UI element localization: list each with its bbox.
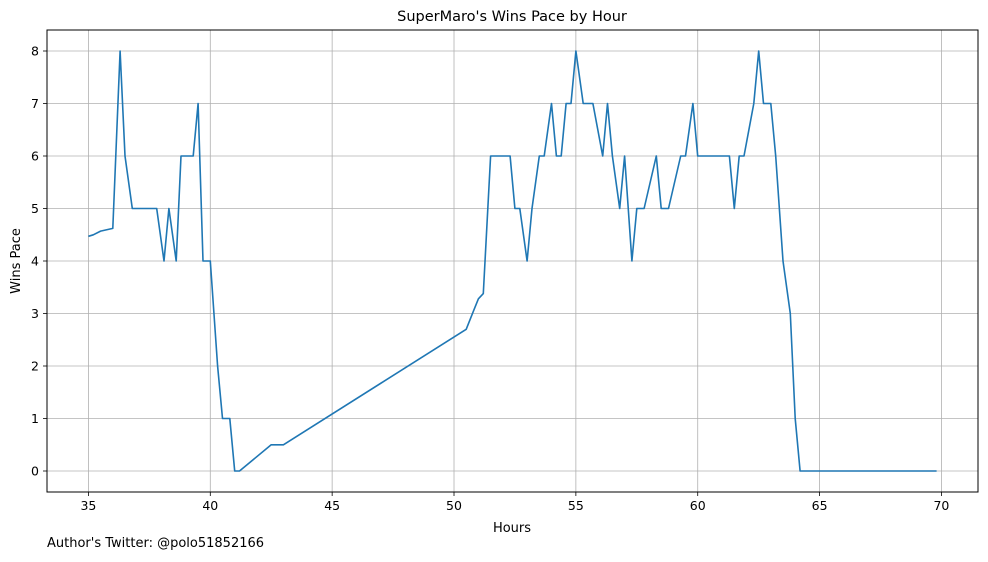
x-tick-label: 65	[812, 498, 828, 513]
series-line	[88, 50, 937, 472]
y-tick-label: 3	[31, 306, 39, 321]
x-tick-label: 70	[933, 498, 949, 513]
x-tick-label: 40	[202, 498, 218, 513]
y-tick-label: 7	[31, 96, 39, 111]
y-tick-label: 4	[31, 254, 39, 269]
x-tick-label: 35	[80, 498, 96, 513]
y-axis-ticks: 0 1 2 3 4 5 6 7 8	[31, 44, 47, 479]
y-tick-label: 5	[31, 201, 39, 216]
x-axis-ticks: 35 40 45 50 55 60 65 70	[80, 492, 949, 513]
x-tick-label: 60	[690, 498, 706, 513]
x-tick-label: 45	[324, 498, 340, 513]
chart-title: SuperMaro's Wins Pace by Hour	[397, 9, 627, 25]
x-axis-label: Hours	[493, 521, 531, 536]
y-tick-label: 6	[31, 149, 39, 164]
plot-frame	[46, 29, 979, 493]
y-axis-label: Wins Pace	[9, 228, 24, 294]
x-tick-label: 55	[568, 498, 584, 513]
y-tick-label: 2	[31, 359, 39, 374]
grid-lines	[47, 30, 978, 492]
y-tick-label: 8	[31, 44, 39, 59]
y-tick-label: 0	[31, 464, 39, 479]
x-tick-label: 50	[446, 498, 462, 513]
y-tick-label: 1	[31, 411, 39, 426]
author-credit: Author's Twitter: @polo51852166	[47, 536, 265, 551]
